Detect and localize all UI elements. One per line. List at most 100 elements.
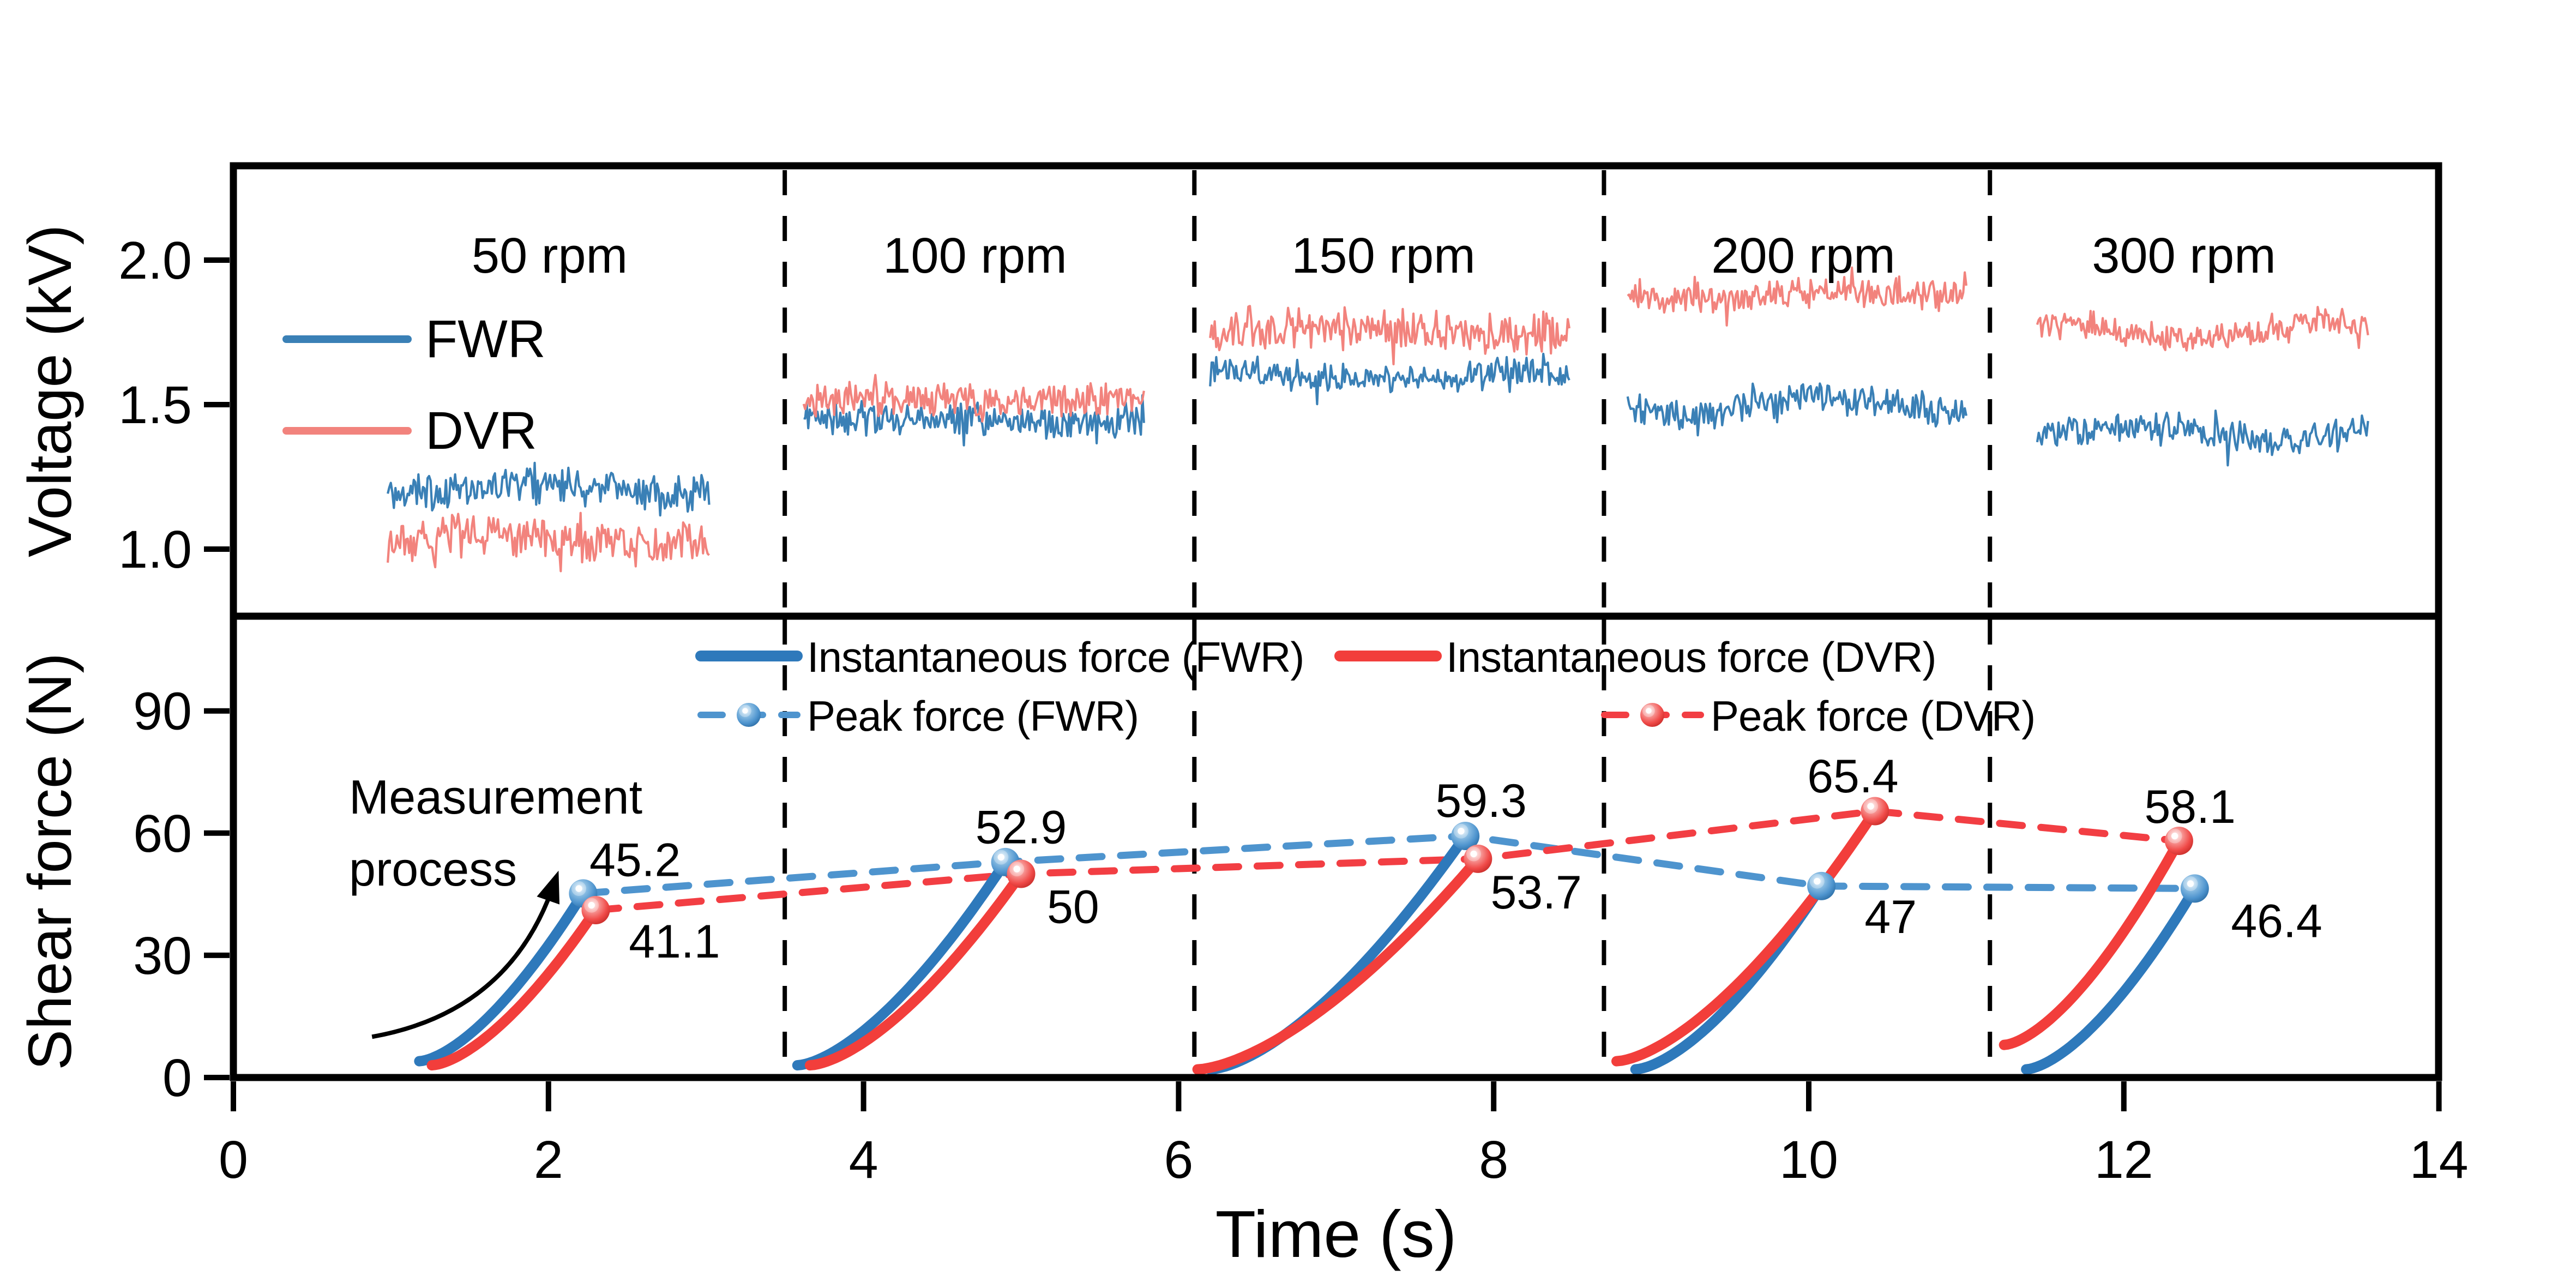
legend-label-inst-dvr: Instantaneous force (DVR) bbox=[1446, 633, 1936, 681]
segment-label-300rpm: 300 rpm bbox=[2092, 228, 2276, 284]
peak-value-fwr-5: 46.4 bbox=[2231, 895, 2322, 947]
peak-marker-fwr-5-highlight bbox=[2187, 880, 2194, 887]
peak-marker-dvr-2-highlight bbox=[1013, 865, 1020, 872]
bottom-ytick-label-90: 90 bbox=[133, 682, 192, 741]
legend-label-fwr: FWR bbox=[425, 309, 546, 369]
legend-swatch-peak-dvr-marker-highlight bbox=[1646, 708, 1652, 714]
peak-marker-dvr-1-highlight bbox=[588, 901, 595, 909]
peak-marker-fwr-1-highlight bbox=[575, 885, 582, 892]
peak-marker-fwr-2-highlight bbox=[997, 853, 1005, 861]
legend-label-peak-fwr: Peak force (FWR) bbox=[807, 692, 1139, 740]
segment-label-150rpm: 150 rpm bbox=[1291, 228, 1476, 284]
peak-marker-dvr-2 bbox=[1007, 859, 1036, 888]
top-ytick-label-2: 2.0 bbox=[118, 231, 192, 290]
peak-marker-fwr-3-body bbox=[1451, 822, 1480, 851]
top-y-axis-title: Voltage (kV) bbox=[16, 225, 84, 557]
voltage-noise-dvr-50rpm bbox=[387, 511, 710, 573]
peak-marker-dvr-1-body bbox=[581, 895, 610, 924]
instantaneous-force-dvr-3 bbox=[1192, 853, 1483, 1075]
peak-marker-fwr-3-highlight bbox=[1458, 827, 1465, 835]
peak-marker-fwr-1 bbox=[569, 879, 598, 908]
peak-marker-dvr-2-body bbox=[1007, 859, 1036, 888]
voltage-noise-dvr-300rpm bbox=[2036, 305, 2369, 352]
instantaneous-force-dvr-2 bbox=[804, 869, 1026, 1071]
bottom-y-axis-title: Shear force (N) bbox=[16, 653, 84, 1070]
legend-swatch-peak-fwr-marker bbox=[737, 703, 761, 727]
voltage-noise-fwr-300rpm bbox=[2036, 410, 2369, 467]
voltage-noise-dvr-200rpm bbox=[1627, 266, 1967, 327]
peak-marker-dvr-1 bbox=[581, 895, 610, 924]
bottom-ytick-label-60: 60 bbox=[133, 804, 192, 863]
legend-swatch-peak-dvr-marker-body bbox=[1640, 703, 1664, 727]
peak-marker-fwr-4-body bbox=[1807, 871, 1836, 900]
instantaneous-force-fwr-1 bbox=[414, 888, 588, 1067]
top-ytick-label-1: 1.0 bbox=[118, 520, 192, 579]
voltage-noise-fwr-50rpm bbox=[387, 461, 711, 517]
xtick-label-4: 4 bbox=[849, 1130, 878, 1189]
instantaneous-force-dvr-1 bbox=[426, 905, 601, 1071]
peak-force-line-dvr bbox=[592, 807, 2183, 914]
peak-marker-dvr-4-body bbox=[1861, 797, 1889, 826]
peak-marker-dvr-5-highlight bbox=[2171, 832, 2178, 840]
instantaneous-force-fwr-2 bbox=[792, 857, 1011, 1071]
legend-swatch-peak-fwr-marker-body bbox=[737, 703, 761, 727]
peak-marker-fwr-5 bbox=[2180, 874, 2209, 903]
peak-value-fwr-1: 45.2 bbox=[589, 834, 681, 886]
bottom-ytick-label-30: 30 bbox=[133, 926, 192, 985]
peak-value-dvr-1: 41.1 bbox=[629, 916, 720, 968]
top-ytick-label-1.5: 1.5 bbox=[118, 375, 192, 435]
peak-value-fwr-2: 52.9 bbox=[976, 802, 1067, 854]
xtick-label-12: 12 bbox=[2094, 1130, 2153, 1189]
peak-marker-dvr-5-body bbox=[2164, 826, 2193, 855]
xtick-label-14: 14 bbox=[2410, 1130, 2469, 1189]
legend-label-dvr: DVR bbox=[425, 401, 537, 460]
legend-swatch-peak-fwr-marker-highlight bbox=[742, 708, 748, 714]
xtick-label-2: 2 bbox=[534, 1130, 563, 1189]
peak-value-dvr-5: 58.1 bbox=[2144, 781, 2235, 833]
annotation-process: process bbox=[349, 842, 517, 896]
peak-marker-dvr-3 bbox=[1464, 844, 1492, 873]
instantaneous-force-fwr-3 bbox=[1205, 830, 1471, 1075]
bottom-panel-border bbox=[230, 612, 2442, 1081]
x-axis-title: Time (s) bbox=[1215, 1197, 1457, 1271]
peak-marker-fwr-5-body bbox=[2180, 874, 2209, 903]
peak-marker-dvr-4 bbox=[1861, 797, 1889, 826]
xtick-label-8: 8 bbox=[1479, 1130, 1508, 1189]
peak-marker-dvr-4-highlight bbox=[1867, 803, 1874, 810]
voltage-noise-fwr-150rpm bbox=[1209, 352, 1570, 406]
peak-value-dvr-4: 65.4 bbox=[1807, 750, 1898, 803]
peak-marker-fwr-4 bbox=[1807, 871, 1836, 900]
xtick-label-6: 6 bbox=[1164, 1130, 1193, 1189]
segment-label-50rpm: 50 rpm bbox=[472, 228, 628, 284]
voltage-noise-dvr-100rpm bbox=[802, 374, 1145, 423]
legend-label-inst-fwr: Instantaneous force (FWR) bbox=[807, 633, 1304, 681]
voltage-noise-dvr-150rpm bbox=[1209, 305, 1570, 365]
peak-value-dvr-2: 50 bbox=[1047, 881, 1099, 933]
annotation-measurement: Measurement bbox=[349, 770, 642, 824]
segment-label-100rpm: 100 rpm bbox=[883, 228, 1067, 284]
peak-value-fwr-3: 59.3 bbox=[1435, 775, 1526, 827]
instantaneous-force-dvr-5 bbox=[1999, 835, 2184, 1050]
xtick-label-10: 10 bbox=[1779, 1130, 1838, 1189]
instantaneous-force-dvr-4 bbox=[1611, 806, 1880, 1067]
legend-swatch-peak-dvr-marker bbox=[1640, 703, 1664, 727]
voltage-noise-fwr-100rpm bbox=[803, 394, 1145, 447]
peak-marker-fwr-3 bbox=[1451, 822, 1480, 851]
peak-marker-fwr-4-highlight bbox=[1814, 877, 1821, 885]
peak-value-dvr-3: 53.7 bbox=[1491, 866, 1582, 919]
peak-marker-dvr-3-highlight bbox=[1470, 850, 1477, 858]
instantaneous-force-fwr-5 bbox=[2021, 883, 2200, 1075]
voltage-noise-fwr-200rpm bbox=[1626, 382, 1967, 437]
peak-marker-dvr-3-body bbox=[1464, 844, 1492, 873]
segment-label-200rpm: 200 rpm bbox=[1711, 228, 1895, 284]
peak-marker-dvr-5 bbox=[2164, 826, 2193, 855]
measurement-arrow bbox=[371, 885, 556, 1039]
legend-label-peak-dvr: Peak force (DVR) bbox=[1711, 692, 2035, 740]
measurement-arrowhead bbox=[537, 870, 560, 905]
xtick-label-0: 0 bbox=[219, 1130, 248, 1189]
peak-value-fwr-4: 47 bbox=[1864, 891, 1917, 943]
bottom-ytick-label-0: 0 bbox=[162, 1048, 192, 1108]
generated-chart-layer: 45.2 52.9 59.3 47 46.4 41.1 50 53.7 65.4 58.1 1.0 1… bbox=[118, 162, 2469, 1189]
